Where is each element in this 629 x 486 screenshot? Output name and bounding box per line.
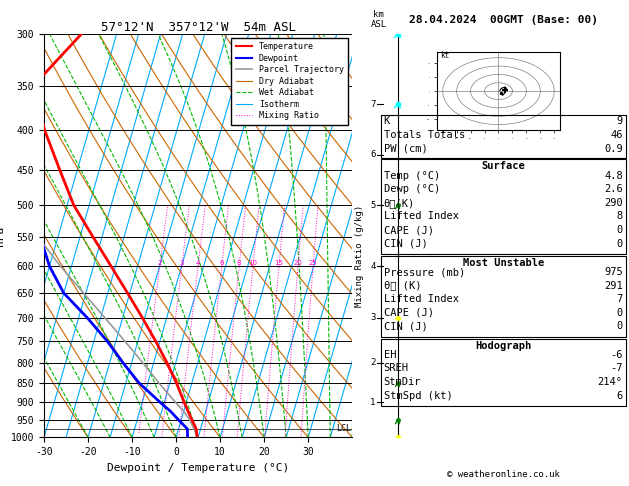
Text: LCL: LCL (336, 424, 351, 434)
Text: 0: 0 (616, 321, 623, 331)
Text: 8: 8 (616, 211, 623, 222)
Text: 9: 9 (616, 116, 623, 126)
Text: 4: 4 (196, 260, 200, 266)
Text: 28.04.2024  00GMT (Base: 00): 28.04.2024 00GMT (Base: 00) (409, 15, 598, 25)
Text: -6: -6 (610, 350, 623, 360)
Text: km
ASL: km ASL (370, 10, 387, 29)
Text: 10: 10 (248, 260, 257, 266)
Text: 7: 7 (370, 100, 376, 109)
Text: 0: 0 (616, 308, 623, 318)
Text: kt: kt (440, 51, 449, 60)
Text: EH: EH (384, 350, 396, 360)
Text: Mixing Ratio (g/kg): Mixing Ratio (g/kg) (355, 205, 364, 307)
Text: 46: 46 (610, 130, 623, 140)
Text: 25: 25 (309, 260, 318, 266)
Text: CIN (J): CIN (J) (384, 321, 428, 331)
Text: 6: 6 (370, 150, 376, 159)
Y-axis label: hPa: hPa (0, 226, 5, 246)
Text: © weatheronline.co.uk: © weatheronline.co.uk (447, 469, 560, 479)
Title: 57°12'N  357°12'W  54m ASL: 57°12'N 357°12'W 54m ASL (101, 21, 296, 34)
Text: 214°: 214° (598, 377, 623, 387)
Text: 5: 5 (370, 201, 376, 209)
Text: 1: 1 (370, 398, 376, 407)
Legend: Temperature, Dewpoint, Parcel Trajectory, Dry Adiabat, Wet Adiabat, Isotherm, Mi: Temperature, Dewpoint, Parcel Trajectory… (231, 38, 348, 124)
Text: PW (cm): PW (cm) (384, 143, 428, 154)
Text: 6: 6 (616, 391, 623, 400)
Text: Hodograph: Hodograph (475, 341, 532, 350)
Text: 0: 0 (616, 225, 623, 235)
Text: 4.8: 4.8 (604, 171, 623, 181)
Text: Surface: Surface (481, 161, 525, 172)
Text: 20: 20 (294, 260, 303, 266)
Text: 15: 15 (274, 260, 284, 266)
Text: 2.6: 2.6 (604, 184, 623, 194)
Text: 2: 2 (157, 260, 162, 266)
Text: θᴄ (K): θᴄ (K) (384, 280, 421, 291)
Text: Pressure (mb): Pressure (mb) (384, 267, 465, 277)
Text: 3: 3 (370, 313, 376, 322)
Text: Lifted Index: Lifted Index (384, 211, 459, 222)
Text: 975: 975 (604, 267, 623, 277)
Text: Lifted Index: Lifted Index (384, 294, 459, 304)
Text: CAPE (J): CAPE (J) (384, 225, 433, 235)
X-axis label: Dewpoint / Temperature (°C): Dewpoint / Temperature (°C) (107, 463, 289, 473)
Text: 2: 2 (370, 358, 376, 367)
Text: StmDir: StmDir (384, 377, 421, 387)
Text: CIN (J): CIN (J) (384, 239, 428, 249)
Text: Dewp (°C): Dewp (°C) (384, 184, 440, 194)
Text: 8: 8 (237, 260, 242, 266)
Text: Most Unstable: Most Unstable (462, 258, 544, 268)
Text: 0: 0 (616, 239, 623, 249)
Text: SREH: SREH (384, 364, 409, 373)
Text: Temp (°C): Temp (°C) (384, 171, 440, 181)
Text: 4: 4 (370, 262, 376, 271)
Text: -7: -7 (610, 364, 623, 373)
Text: CAPE (J): CAPE (J) (384, 308, 433, 318)
Text: 0.9: 0.9 (604, 143, 623, 154)
Text: 291: 291 (604, 280, 623, 291)
Text: K: K (384, 116, 390, 126)
Text: Totals Totals: Totals Totals (384, 130, 465, 140)
Text: 290: 290 (604, 198, 623, 208)
Text: 3: 3 (179, 260, 184, 266)
Text: StmSpd (kt): StmSpd (kt) (384, 391, 452, 400)
Text: θᴄ(K): θᴄ(K) (384, 198, 415, 208)
Text: 7: 7 (616, 294, 623, 304)
Text: 6: 6 (220, 260, 224, 266)
